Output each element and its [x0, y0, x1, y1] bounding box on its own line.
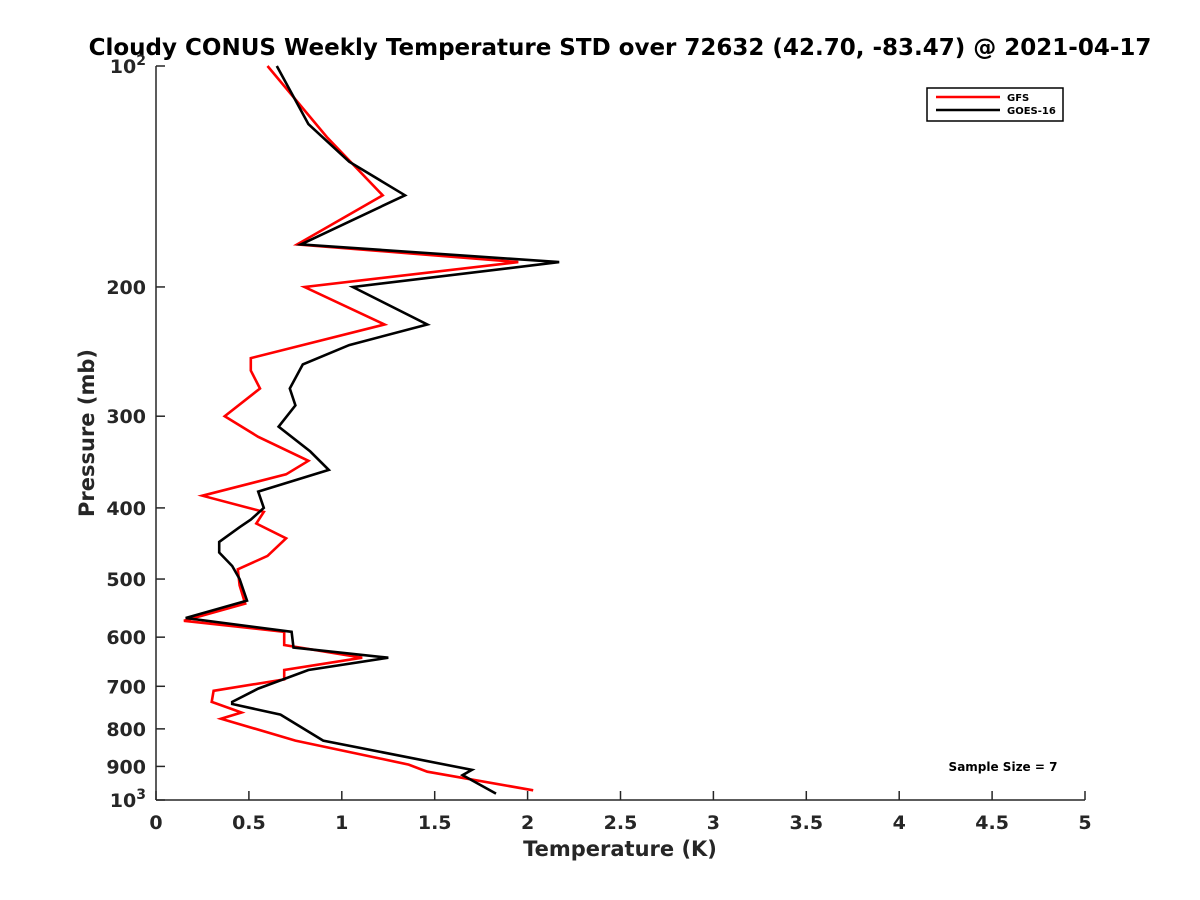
y-tick-label: 300 [106, 406, 146, 428]
x-tick-label: 0.5 [232, 812, 266, 834]
y-tick-label-exponent: 3 [136, 787, 146, 803]
y-tick-label-exponent: 2 [136, 53, 146, 69]
y-tick-label: 700 [106, 676, 146, 698]
x-tick-label: 4 [893, 812, 906, 834]
series-line-goes-16 [185, 65, 560, 795]
series-line-gfs [183, 65, 534, 792]
legend-label: GFS [1007, 93, 1029, 104]
legend-box [926, 87, 1064, 122]
legend-label: GOES-16 [1007, 106, 1056, 117]
x-tick-label: 5 [1078, 812, 1091, 834]
x-tick-label: 2.5 [604, 812, 638, 834]
y-tick-label-base: 10 [110, 790, 136, 812]
sample-size-annotation: Sample Size = 7 [949, 760, 1058, 774]
x-tick-label: 0 [149, 812, 162, 834]
y-tick-label: 600 [106, 627, 146, 649]
x-tick-label: 2 [521, 812, 534, 834]
legend: GFS GOES-16 [926, 87, 1064, 122]
chart-title: Cloudy CONUS Weekly Temperature STD over… [89, 35, 1152, 61]
series-layer [183, 65, 560, 795]
y-tick-label: 103 [110, 787, 146, 812]
y-tick-label: 400 [106, 498, 146, 520]
y-tick-label: 102 [110, 53, 146, 78]
x-tick-label: 1 [335, 812, 348, 834]
y-tick-label: 200 [106, 277, 146, 299]
y-axis-label: Pressure (mb) [75, 349, 99, 517]
x-axis-ticks: 0 0.5 1 1.5 2 2.5 3 3.5 4 4.5 5 [149, 791, 1092, 834]
y-tick-label: 500 [106, 569, 146, 591]
x-tick-label: 1.5 [418, 812, 452, 834]
x-tick-label: 3 [707, 812, 720, 834]
x-tick-label: 4.5 [975, 812, 1009, 834]
x-tick-label: 3.5 [789, 812, 823, 834]
x-axis-label: Temperature (K) [523, 837, 717, 861]
plot-area [155, 66, 1085, 801]
y-tick-label: 800 [106, 719, 146, 741]
y-tick-label: 900 [106, 756, 146, 778]
y-tick-label-base: 10 [110, 56, 136, 78]
